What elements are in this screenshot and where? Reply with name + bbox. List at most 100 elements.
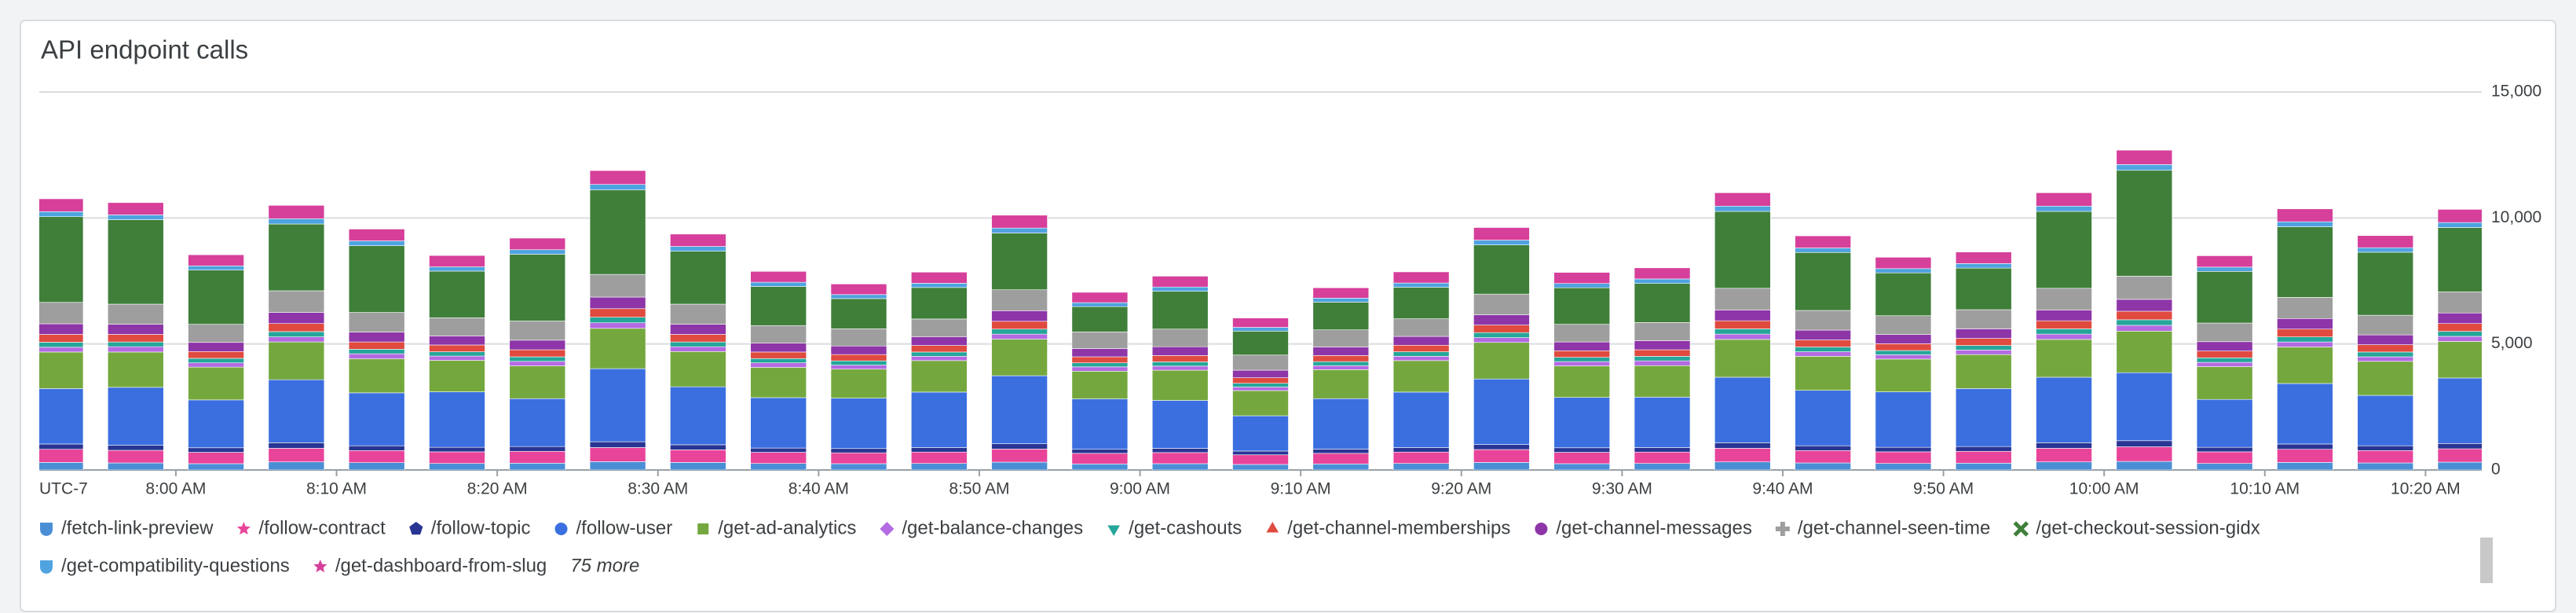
bar-segment <box>429 451 485 464</box>
bar-segment <box>670 246 726 251</box>
bar-segment <box>1553 463 1611 470</box>
bar-segment <box>2277 297 2333 319</box>
bar-segment <box>2036 329 2092 335</box>
bar-segment <box>1232 377 1289 384</box>
bar-segment <box>589 170 646 185</box>
bar-segment <box>429 351 485 357</box>
bar-segment <box>1312 347 1370 356</box>
scrollbar[interactable] <box>2480 538 2493 583</box>
bar-segment <box>2116 170 2173 277</box>
bar-segment <box>1392 351 1450 357</box>
bar-segment <box>589 184 646 191</box>
bar-segment <box>188 358 244 364</box>
legend-more[interactable]: 75 more <box>570 555 639 576</box>
bar-segment <box>1473 240 1530 245</box>
bar-segment <box>188 366 244 401</box>
bar-segment <box>107 445 164 451</box>
bar-segment <box>509 340 566 351</box>
bar-segment <box>750 343 807 353</box>
bar-segment <box>1473 325 1530 333</box>
bar-segment <box>2196 358 2253 363</box>
bar-segment <box>1553 287 1611 325</box>
bar-segment <box>830 369 887 398</box>
bar-segment <box>2277 449 2333 463</box>
bar-segment <box>509 450 566 464</box>
legend-marker <box>236 522 251 535</box>
bar-segment <box>1312 287 1370 299</box>
bar-segment <box>348 349 405 354</box>
bar-segment <box>2357 351 2414 358</box>
bar-segment <box>1795 310 1851 331</box>
bar-segment <box>2196 362 2253 367</box>
bar-segment <box>188 342 244 352</box>
bar-segment <box>1151 369 1209 401</box>
bar-segment <box>830 284 887 295</box>
bar-segment <box>1473 449 1530 463</box>
bar-segment <box>39 216 84 303</box>
bar-segment <box>991 227 1048 233</box>
legend-label: /follow-user <box>576 517 673 538</box>
bar-segment <box>2196 266 2253 272</box>
bar-segment <box>268 290 325 313</box>
bar-segment <box>429 463 485 470</box>
chart-title: API endpoint calls <box>41 35 248 64</box>
bar-segment <box>2036 461 2092 470</box>
bar-segment <box>750 325 807 344</box>
bar-segment <box>268 379 325 443</box>
bar-segment <box>991 375 1048 444</box>
bar-segment <box>1875 451 1932 464</box>
bar-segment <box>2116 461 2173 470</box>
bar-segment <box>910 356 968 362</box>
bar-segment <box>1955 388 2012 447</box>
bar-segment <box>2116 164 2173 171</box>
bar-segment <box>2437 209 2482 223</box>
bar-segment <box>1151 291 1209 330</box>
bar-segment <box>1553 447 1611 453</box>
bar-segment <box>2277 226 2333 298</box>
bar-segment <box>1232 383 1289 387</box>
bar-segment <box>2357 395 2414 446</box>
legend-marker <box>1775 522 1790 536</box>
bar-segment <box>830 398 887 450</box>
bar-segment <box>1553 357 1611 362</box>
bar-segment <box>910 283 968 288</box>
bar-segment <box>2036 448 2092 463</box>
bar-segment <box>910 287 968 320</box>
bar-segment <box>2277 329 2333 337</box>
bar-segment <box>589 317 646 324</box>
bar-segment <box>1795 347 1851 352</box>
bar-segment <box>2437 291 2482 314</box>
bar-segment <box>2036 376 2092 443</box>
bar-segment <box>2277 318 2333 330</box>
legend-label: /get-channel-messages <box>1556 517 1751 538</box>
x-tick-label: 8:20 AM <box>467 480 528 498</box>
bar-segment <box>1232 327 1289 332</box>
bar-segment <box>348 312 405 332</box>
bar-segment <box>1955 329 2012 339</box>
bar-segment <box>429 266 485 272</box>
bar-segment <box>830 298 887 329</box>
bar-segment <box>991 449 1048 463</box>
bar-segment <box>1714 339 1771 378</box>
bar-segment <box>1232 415 1289 452</box>
bar-segment <box>2196 398 2253 448</box>
bar-segment <box>1714 461 1771 470</box>
x-tick-label: 10:20 AM <box>2391 480 2461 498</box>
bar-segment <box>1392 447 1450 453</box>
bar-segment <box>750 447 807 453</box>
bar-segment <box>1875 446 1932 453</box>
bar-segment <box>1473 462 1530 470</box>
bar-segment <box>1151 400 1209 449</box>
bar-segment <box>1875 391 1932 448</box>
bar-segment <box>2357 361 2414 396</box>
bar-segment <box>910 463 968 470</box>
legend-marker <box>40 560 53 574</box>
bar-segment <box>2357 334 2414 345</box>
bar-segment <box>2116 319 2173 326</box>
bar-segment <box>2437 227 2482 292</box>
bar-segment <box>107 341 164 347</box>
bar-segment <box>991 310 1048 322</box>
bar-segment <box>268 223 325 292</box>
bar-segment <box>1955 450 2012 464</box>
bar-segment <box>188 324 244 343</box>
